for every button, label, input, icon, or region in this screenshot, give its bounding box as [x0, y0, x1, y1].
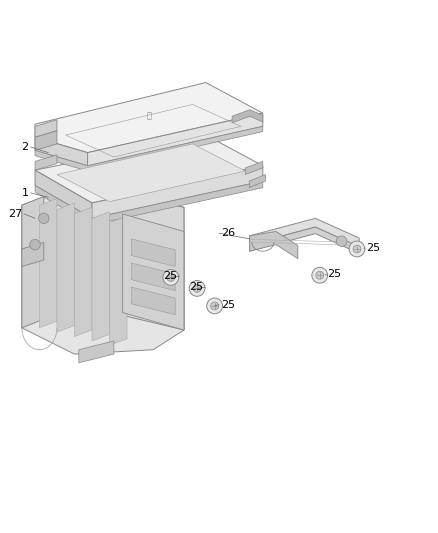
Polygon shape: [131, 239, 175, 266]
Circle shape: [193, 285, 201, 292]
Text: 25: 25: [366, 243, 380, 253]
Polygon shape: [39, 198, 57, 328]
Polygon shape: [35, 126, 263, 171]
Polygon shape: [35, 181, 263, 225]
Polygon shape: [79, 341, 114, 363]
Text: 26: 26: [221, 228, 235, 238]
Polygon shape: [35, 170, 92, 219]
Text: 25: 25: [190, 282, 204, 292]
Text: 25: 25: [328, 269, 342, 279]
Polygon shape: [35, 138, 88, 166]
Polygon shape: [249, 174, 265, 188]
Polygon shape: [92, 166, 263, 219]
Circle shape: [336, 236, 347, 246]
Polygon shape: [35, 131, 57, 150]
Circle shape: [39, 213, 49, 223]
Text: 25: 25: [163, 271, 177, 281]
Text: 25: 25: [221, 300, 235, 310]
Polygon shape: [57, 203, 74, 332]
Polygon shape: [232, 110, 263, 123]
Polygon shape: [131, 287, 175, 314]
Circle shape: [30, 239, 40, 250]
Circle shape: [167, 273, 175, 281]
Polygon shape: [35, 155, 57, 170]
Polygon shape: [22, 243, 44, 266]
Polygon shape: [35, 83, 263, 152]
Circle shape: [189, 280, 205, 296]
Polygon shape: [92, 212, 110, 341]
Text: 2: 2: [21, 142, 28, 152]
Polygon shape: [250, 219, 359, 247]
Polygon shape: [123, 214, 184, 330]
Polygon shape: [22, 183, 184, 354]
Polygon shape: [57, 144, 245, 201]
Circle shape: [312, 268, 328, 283]
Text: 27: 27: [7, 209, 22, 219]
Text: Ⓜ: Ⓜ: [146, 111, 152, 120]
Circle shape: [349, 241, 365, 257]
Circle shape: [207, 298, 223, 314]
Polygon shape: [22, 197, 44, 328]
Polygon shape: [83, 183, 184, 330]
Polygon shape: [35, 120, 57, 138]
Polygon shape: [131, 263, 175, 290]
Polygon shape: [74, 207, 92, 336]
Circle shape: [211, 302, 219, 310]
Text: 1: 1: [21, 188, 28, 198]
Polygon shape: [250, 231, 298, 259]
Polygon shape: [250, 227, 359, 253]
Polygon shape: [110, 216, 127, 345]
Polygon shape: [35, 135, 263, 203]
Circle shape: [163, 270, 179, 285]
Circle shape: [316, 271, 324, 279]
Polygon shape: [245, 161, 263, 174]
Circle shape: [353, 245, 361, 253]
Polygon shape: [88, 113, 263, 166]
